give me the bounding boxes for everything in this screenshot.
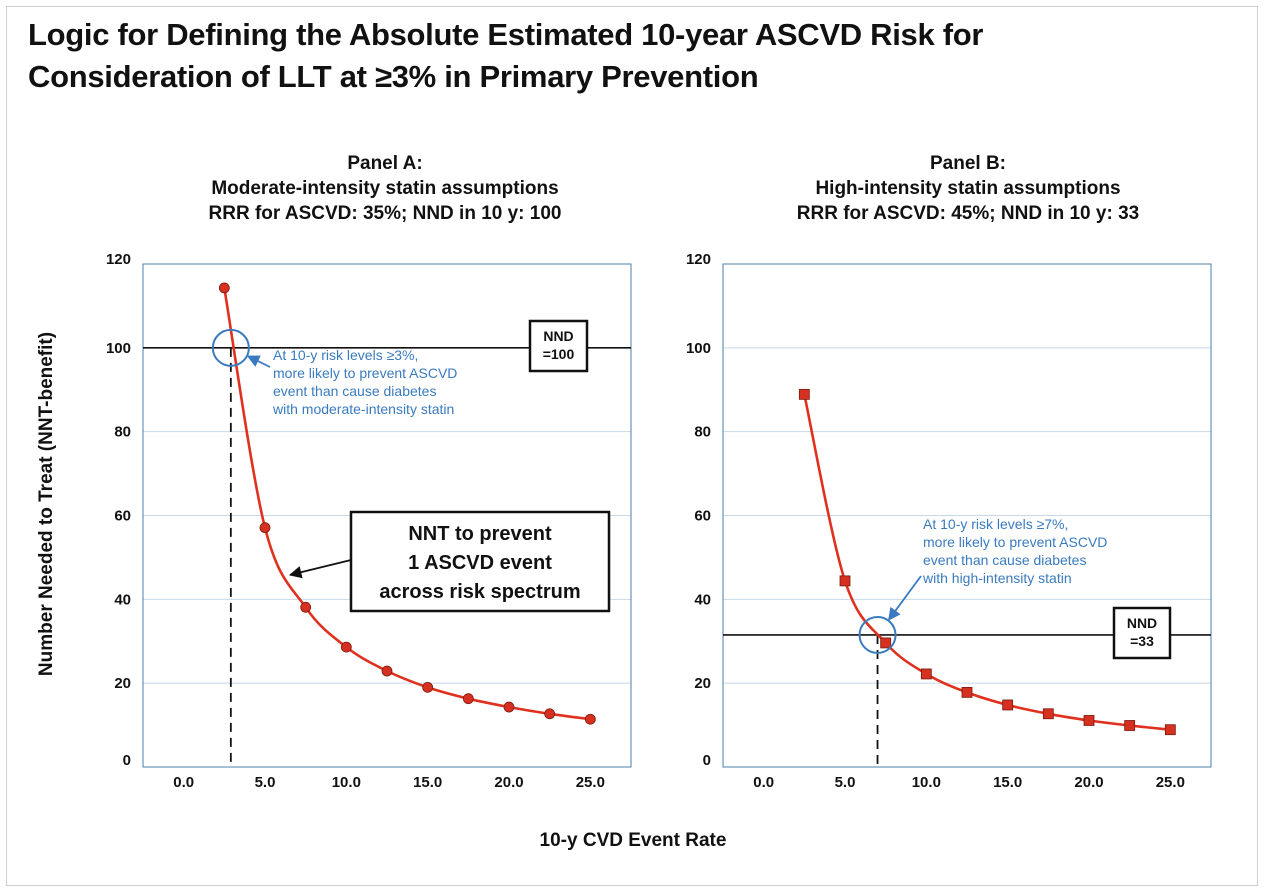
panel-a-data-point: [381, 665, 393, 677]
panel-b-annotation-arrow: [888, 575, 922, 621]
panel-a-title-line-3: RRR for ASCVD: 35%; NND in 10 y: 100: [208, 203, 562, 224]
panel-b-x-tick-label: 20.0: [1074, 774, 1103, 791]
panel-a-callout-box: [349, 510, 611, 613]
panel-a-plot-frame: [142, 263, 632, 768]
panel-b-plot: 0 20 40 60 80 100 120 0.0 5.0 10.0 15.0 20.0 25.0 NND…: [686, 251, 1212, 791]
panel-b-crossing-highlight: [858, 615, 897, 654]
panel-a-nnd-label-line-2: =100: [543, 346, 575, 362]
panel-b-data-point: [1002, 699, 1014, 711]
panel-a-data-point: [584, 713, 596, 725]
panel-a-annotation-line: more likely to prevent ASCVD: [273, 365, 457, 381]
panel-a-data-point: [422, 681, 434, 693]
panel-a-data-point: [544, 708, 556, 720]
panel-b-annotation-line: At 10-y risk levels ≥7%,: [923, 516, 1068, 532]
panel-a-callout-line: 1 ASCVD event: [408, 552, 552, 574]
panel-a-callout-line: across risk spectrum: [379, 581, 580, 603]
panel-b-annotation-line: more likely to prevent ASCVD: [923, 534, 1107, 550]
panel-b-nnd-label-line-2: =33: [1130, 633, 1154, 649]
panel-b-y-tick-label: 100: [686, 340, 711, 357]
panel-b-y-tick-label: 40: [694, 591, 711, 608]
panel-b-x-tick-label: 10.0: [912, 774, 941, 791]
panel-a-annotation-arrow: [246, 355, 271, 368]
panel-a-data-point: [340, 641, 352, 653]
panel-a-data-point: [218, 282, 230, 294]
panel-b-data-point: [880, 637, 892, 649]
panel-a-y-tick-label: 20: [114, 675, 131, 692]
figure-frame: [6, 6, 1258, 886]
panel-b-data-point: [1164, 724, 1176, 736]
panel-b-title-line-1: Panel B:: [929, 153, 1007, 174]
panel-a-title: Panel A: Moderate-intensity statin assum…: [105, 151, 665, 226]
panel-a-y-tick-label: 100: [106, 340, 131, 357]
panel-a-annotation-line: event than cause diabetes: [273, 383, 436, 399]
panel-b-plot-frame: [722, 263, 1212, 768]
panel-a-callout-line: NNT to prevent: [408, 523, 552, 545]
panel-a-annotation-line: At 10-y risk levels ≥3%,: [273, 347, 418, 363]
panel-a-y-tick-label: 80: [114, 424, 131, 441]
panel-a-x-tick-label: 10.0: [332, 774, 361, 791]
panel-b-data-point: [920, 668, 932, 680]
panel-a-x-tick-label: 25.0: [576, 774, 605, 791]
panel-a-y-tick-label: 120: [106, 251, 131, 268]
panel-a-plot: 0 20 40 60 80 100 120 0.0 5.0 10.0 15.0 20.0 25.0 NND…: [106, 251, 632, 791]
panel-a-x-tick-label: 15.0: [413, 774, 442, 791]
panel-a-x-tick-label: 5.0: [255, 774, 276, 791]
panel-a-data-point: [462, 693, 474, 705]
panel-b-data-point: [1124, 720, 1136, 731]
panel-b-data-point: [1083, 715, 1095, 726]
panel-b-title-line-2: High-intensity statin assumptions: [815, 178, 1121, 199]
panel-b-title: Panel B: High-intensity statin assumptio…: [688, 151, 1248, 226]
panel-b-x-tick-label: 0.0: [753, 774, 774, 791]
panel-b-nnd-box: [1112, 606, 1172, 660]
panel-a-crossing-highlight: [211, 328, 250, 367]
panel-b-data-point: [798, 388, 810, 400]
panel-b-y-tick-label: 0: [703, 752, 711, 769]
x-axis-label: 10-y CVD Event Rate: [539, 830, 727, 851]
panel-a-x-tick-label: 20.0: [494, 774, 523, 791]
panel-b-annotation-line: with high-intensity statin: [922, 570, 1072, 586]
panel-b-x-tick-label: 5.0: [835, 774, 856, 791]
panel-b-y-tick-label: 60: [694, 508, 711, 525]
panel-a-title-line-2: Moderate-intensity statin assumptions: [211, 178, 559, 199]
panel-a-x-tick-label: 0.0: [173, 774, 194, 791]
panel-b-data-point: [961, 686, 973, 698]
panel-b-annotation-line: event than cause diabetes: [923, 552, 1086, 568]
panel-a-annotation-line: with moderate-intensity statin: [272, 401, 454, 417]
figure-title: Logic for Defining the Absolute Estimate…: [28, 17, 984, 94]
panel-b-y-tick-label: 80: [694, 424, 711, 441]
panel-a-nnd-box: [528, 319, 589, 373]
panel-a-y-tick-label: 40: [114, 591, 131, 608]
panel-b-nnd-label-line-1: NND: [1127, 615, 1157, 631]
panel-a-callout-arrow: [288, 559, 352, 579]
panel-a-y-tick-label: 0: [123, 752, 131, 769]
panel-a-data-point: [300, 601, 312, 613]
panel-b-x-tick-label: 15.0: [993, 774, 1022, 791]
panel-a-nnd-label-line-1: NND: [543, 328, 573, 344]
panel-a-y-tick-label: 60: [114, 508, 131, 525]
panel-a-data-point: [503, 701, 515, 713]
panel-b-y-tick-label: 20: [694, 675, 711, 692]
panel-b-title-line-3: RRR for ASCVD: 45%; NND in 10 y: 33: [796, 203, 1140, 224]
panel-a-data-point: [259, 522, 271, 534]
panel-b-data-point: [1042, 708, 1054, 720]
panel-b-y-tick-label: 120: [686, 251, 711, 268]
panel-b-x-tick-label: 25.0: [1156, 774, 1185, 791]
panel-a-title-line-1: Panel A:: [347, 153, 423, 174]
panel-b-data-point: [839, 575, 851, 587]
